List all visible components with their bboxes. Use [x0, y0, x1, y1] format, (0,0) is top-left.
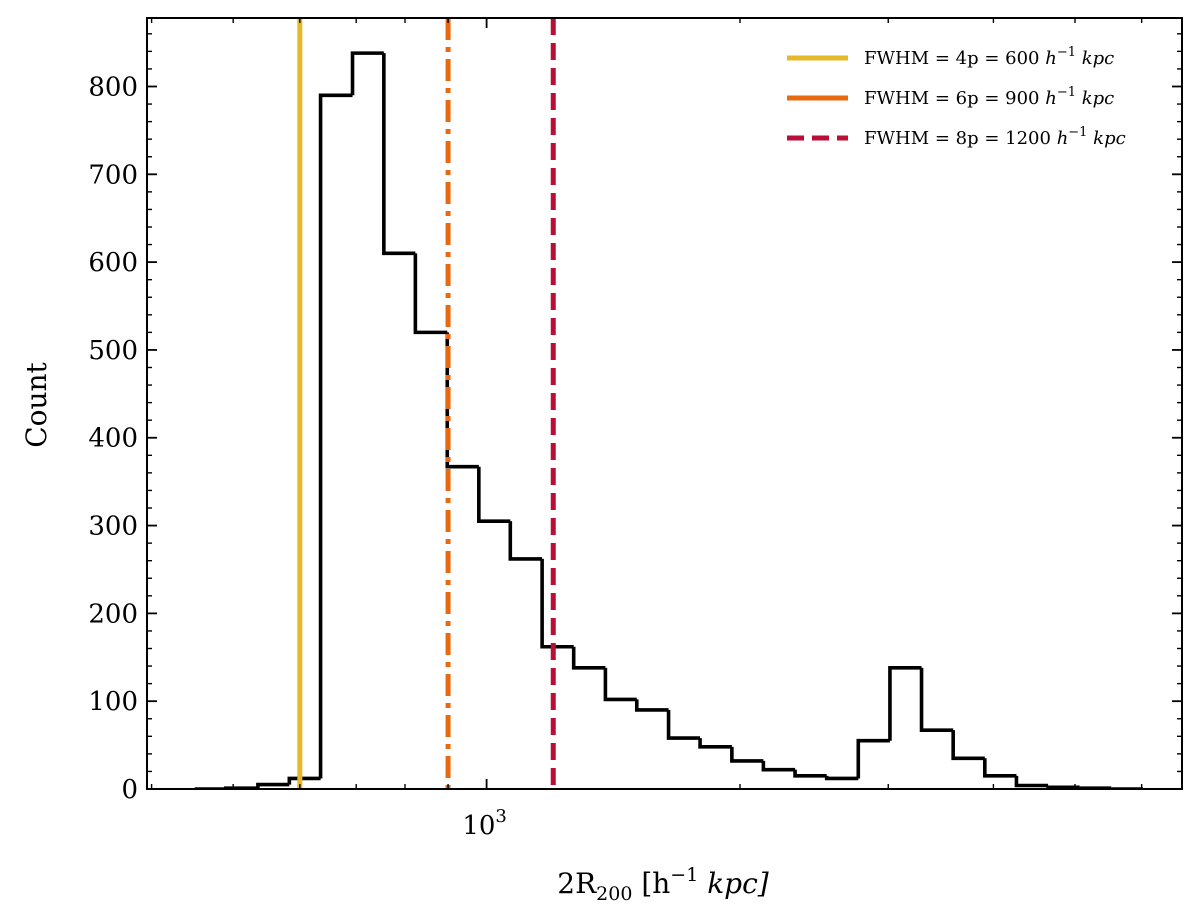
- y-tick-label: 300: [88, 512, 138, 542]
- histogram-bin-22: [856, 738, 890, 779]
- histogram-bin-17: [698, 738, 732, 749]
- legend: FWHM = 4p = 600 h−1 kpc FWHM = 6p = 900 h…: [787, 45, 1126, 149]
- histogram-bin-9: [445, 332, 479, 469]
- histogram-bin-11: [508, 521, 543, 561]
- histogram-bin-18: [730, 746, 764, 763]
- histogram-bin-26: [983, 758, 1017, 778]
- y-tick-label: 400: [88, 424, 138, 454]
- histogram-bin-24: [919, 667, 954, 732]
- y-tick-label: 100: [88, 687, 138, 717]
- histogram-bin-10: [477, 466, 511, 523]
- y-tick-label: 0: [121, 775, 138, 805]
- histogram-bin-13: [571, 646, 606, 670]
- x-tick-label: 103: [462, 806, 507, 841]
- histogram-bin-21: [824, 775, 859, 781]
- histogram-bin-20: [793, 769, 827, 778]
- histogram-bin-6: [350, 51, 384, 96]
- histogram-bin-12: [540, 558, 574, 649]
- axes-frame: [146, 17, 1183, 790]
- y-tick-label: 600: [88, 248, 138, 278]
- histogram-bin-15: [634, 699, 669, 712]
- axes: 0 100 200 300 400 500 600 700 800 103: [88, 17, 1183, 841]
- histogram-bin-4: [287, 776, 321, 785]
- y-tick-label: 700: [88, 160, 138, 190]
- histogram-bin-28: [1046, 785, 1080, 789]
- histogram-bin-19: [761, 760, 796, 772]
- histogram-bin-7: [382, 53, 416, 256]
- histogram-bin-27: [1014, 775, 1049, 788]
- histogram-bin-8: [413, 253, 448, 335]
- y-tick-label: 800: [88, 72, 138, 102]
- x-axis-label: 2R200 [h−1 kpc]: [557, 864, 769, 905]
- histogram-bin-16: [666, 709, 701, 740]
- histogram-bin-29: [1077, 786, 1112, 789]
- plot-marks: [194, 18, 1143, 789]
- histogram-bin-3: [256, 782, 290, 789]
- histogram-bin-5: [318, 93, 353, 779]
- histogram-bin-25: [951, 730, 985, 761]
- legend-label-2: FWHM = 6p = 900 h−1 kpc: [864, 85, 1114, 109]
- y-tick-label: 500: [88, 336, 138, 366]
- histogram-bin-23: [888, 666, 922, 741]
- legend-label-3: FWHM = 8p = 1200 h−1 kpc: [864, 125, 1126, 149]
- legend-label-1: FWHM = 4p = 600 h−1 kpc: [864, 45, 1114, 69]
- y-tick-label: 200: [88, 599, 138, 629]
- y-axis-label: Count: [20, 361, 53, 447]
- histogram-bin-14: [603, 667, 637, 702]
